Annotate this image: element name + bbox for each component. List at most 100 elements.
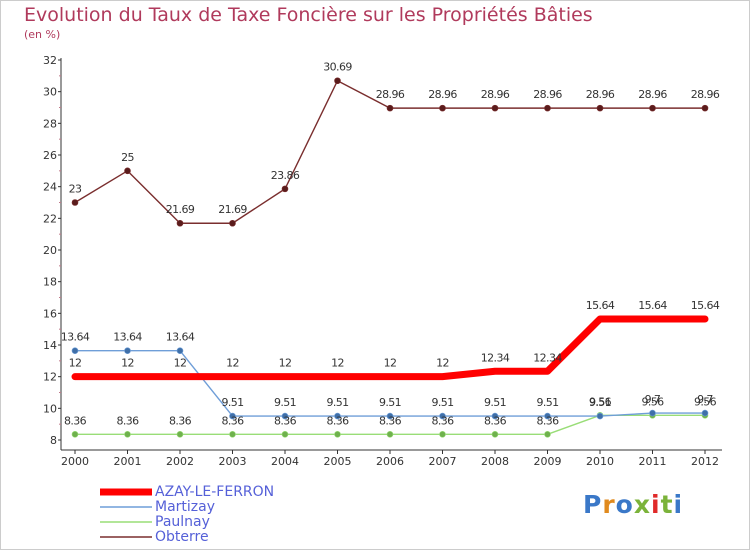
data-point xyxy=(596,104,604,112)
data-point xyxy=(124,347,131,355)
data-point xyxy=(229,219,236,227)
series-line-azay-le-ferron xyxy=(71,315,709,381)
data-point xyxy=(649,104,656,112)
data-point xyxy=(229,412,236,420)
x-tick-label: 2000 xyxy=(61,455,89,468)
x-tick-label: 2009 xyxy=(534,455,562,468)
data-label: 15.64 xyxy=(638,299,667,312)
data-point xyxy=(701,409,709,417)
proxiti-logo: Proxiti xyxy=(583,490,683,519)
data-label: 8.36 xyxy=(274,414,297,427)
data-point xyxy=(596,412,604,420)
data-label: 13.64 xyxy=(166,331,195,344)
data-point xyxy=(386,104,394,112)
data-point xyxy=(491,430,499,438)
data-label: 28.96 xyxy=(586,88,615,101)
data-label: 9.51 xyxy=(221,396,243,409)
x-tick-label: 2012 xyxy=(691,455,719,468)
data-point xyxy=(334,430,341,438)
data-point xyxy=(334,77,341,85)
data-label: 12 xyxy=(226,357,239,370)
data-label: 9.51 xyxy=(589,396,611,409)
y-tick-label: 22 xyxy=(43,212,57,225)
data-label: 12 xyxy=(174,357,187,370)
data-label: 8.36 xyxy=(221,414,244,427)
data-label: 8.36 xyxy=(536,414,559,427)
data-label: 12 xyxy=(121,357,134,370)
data-label: 9.51 xyxy=(431,396,453,409)
data-point xyxy=(71,347,79,355)
y-tick-label: 24 xyxy=(43,181,57,194)
data-label: 9.51 xyxy=(536,396,558,409)
data-label: 9.51 xyxy=(326,396,348,409)
y-tick-label: 12 xyxy=(43,371,57,384)
data-label: 9.7 xyxy=(697,393,713,406)
x-tick-label: 2006 xyxy=(376,455,404,468)
data-label: 12 xyxy=(436,357,449,370)
y-tick-label: 28 xyxy=(43,117,57,130)
data-label: 28.96 xyxy=(533,88,562,101)
data-point xyxy=(649,409,656,417)
data-label: 12.34 xyxy=(481,351,510,364)
data-label: 9.56 xyxy=(694,395,717,408)
x-tick-label: 2010 xyxy=(586,455,614,468)
logo-letter: i xyxy=(651,490,661,519)
data-point xyxy=(544,104,551,112)
data-label: 28.96 xyxy=(376,88,405,101)
data-point xyxy=(176,347,184,355)
data-label: 8.36 xyxy=(326,414,349,427)
data-point xyxy=(439,412,446,420)
y-tick-label: 30 xyxy=(43,86,57,99)
legend-label-paulnay: Paulnay xyxy=(155,514,210,530)
data-label: 9.7 xyxy=(645,393,661,406)
legend-label-azay-le-ferron: AZAY-LE-FERRON xyxy=(155,484,275,500)
data-label: 8.36 xyxy=(484,414,507,427)
data-label: 25 xyxy=(121,151,134,164)
logo-letter: P xyxy=(583,490,603,519)
data-point xyxy=(386,430,394,438)
data-label: 12 xyxy=(331,357,344,370)
y-tick-label: 10 xyxy=(43,402,57,415)
data-label: 12 xyxy=(279,357,292,370)
data-label: 9.56 xyxy=(641,395,664,408)
data-point xyxy=(439,104,446,112)
data-label: 28.96 xyxy=(638,88,667,101)
x-tick-label: 2008 xyxy=(481,455,509,468)
data-point xyxy=(491,104,499,112)
data-label: 9.56 xyxy=(589,395,612,408)
x-tick-label: 2005 xyxy=(324,455,352,468)
data-point xyxy=(124,430,131,438)
logo-letter: x xyxy=(633,490,651,519)
logo-letter: o xyxy=(615,490,634,519)
data-point xyxy=(334,412,341,420)
data-point xyxy=(281,430,289,438)
data-point xyxy=(491,412,499,420)
legend-label-martizay: Martizay xyxy=(155,499,216,515)
data-point xyxy=(701,104,709,112)
data-label: 8.36 xyxy=(64,414,87,427)
data-point xyxy=(71,199,79,206)
y-tick-label: 26 xyxy=(43,149,57,162)
x-tick-label: 2002 xyxy=(166,455,194,468)
data-point xyxy=(544,412,551,420)
data-label: 28.96 xyxy=(428,88,457,101)
data-label: 8.36 xyxy=(116,414,139,427)
data-label: 13.64 xyxy=(113,331,142,344)
data-label: 28.96 xyxy=(481,88,510,101)
data-label: 23.86 xyxy=(271,169,300,182)
x-tick-label: 2004 xyxy=(271,455,299,468)
data-label: 9.51 xyxy=(484,396,506,409)
chart-title: Evolution du Taux de Taxe Foncière sur l… xyxy=(24,4,593,26)
data-label: 21.69 xyxy=(166,203,195,216)
data-point xyxy=(176,430,184,438)
data-label: 23 xyxy=(69,183,82,196)
y-tick-label: 32 xyxy=(43,54,57,67)
data-label: 13.64 xyxy=(61,331,90,344)
series-line-obterre xyxy=(74,80,706,224)
logo-letter: t xyxy=(660,490,674,519)
data-label: 12.34 xyxy=(533,351,562,364)
data-label: 8.36 xyxy=(431,414,454,427)
unit-label: (en %) xyxy=(24,28,61,41)
